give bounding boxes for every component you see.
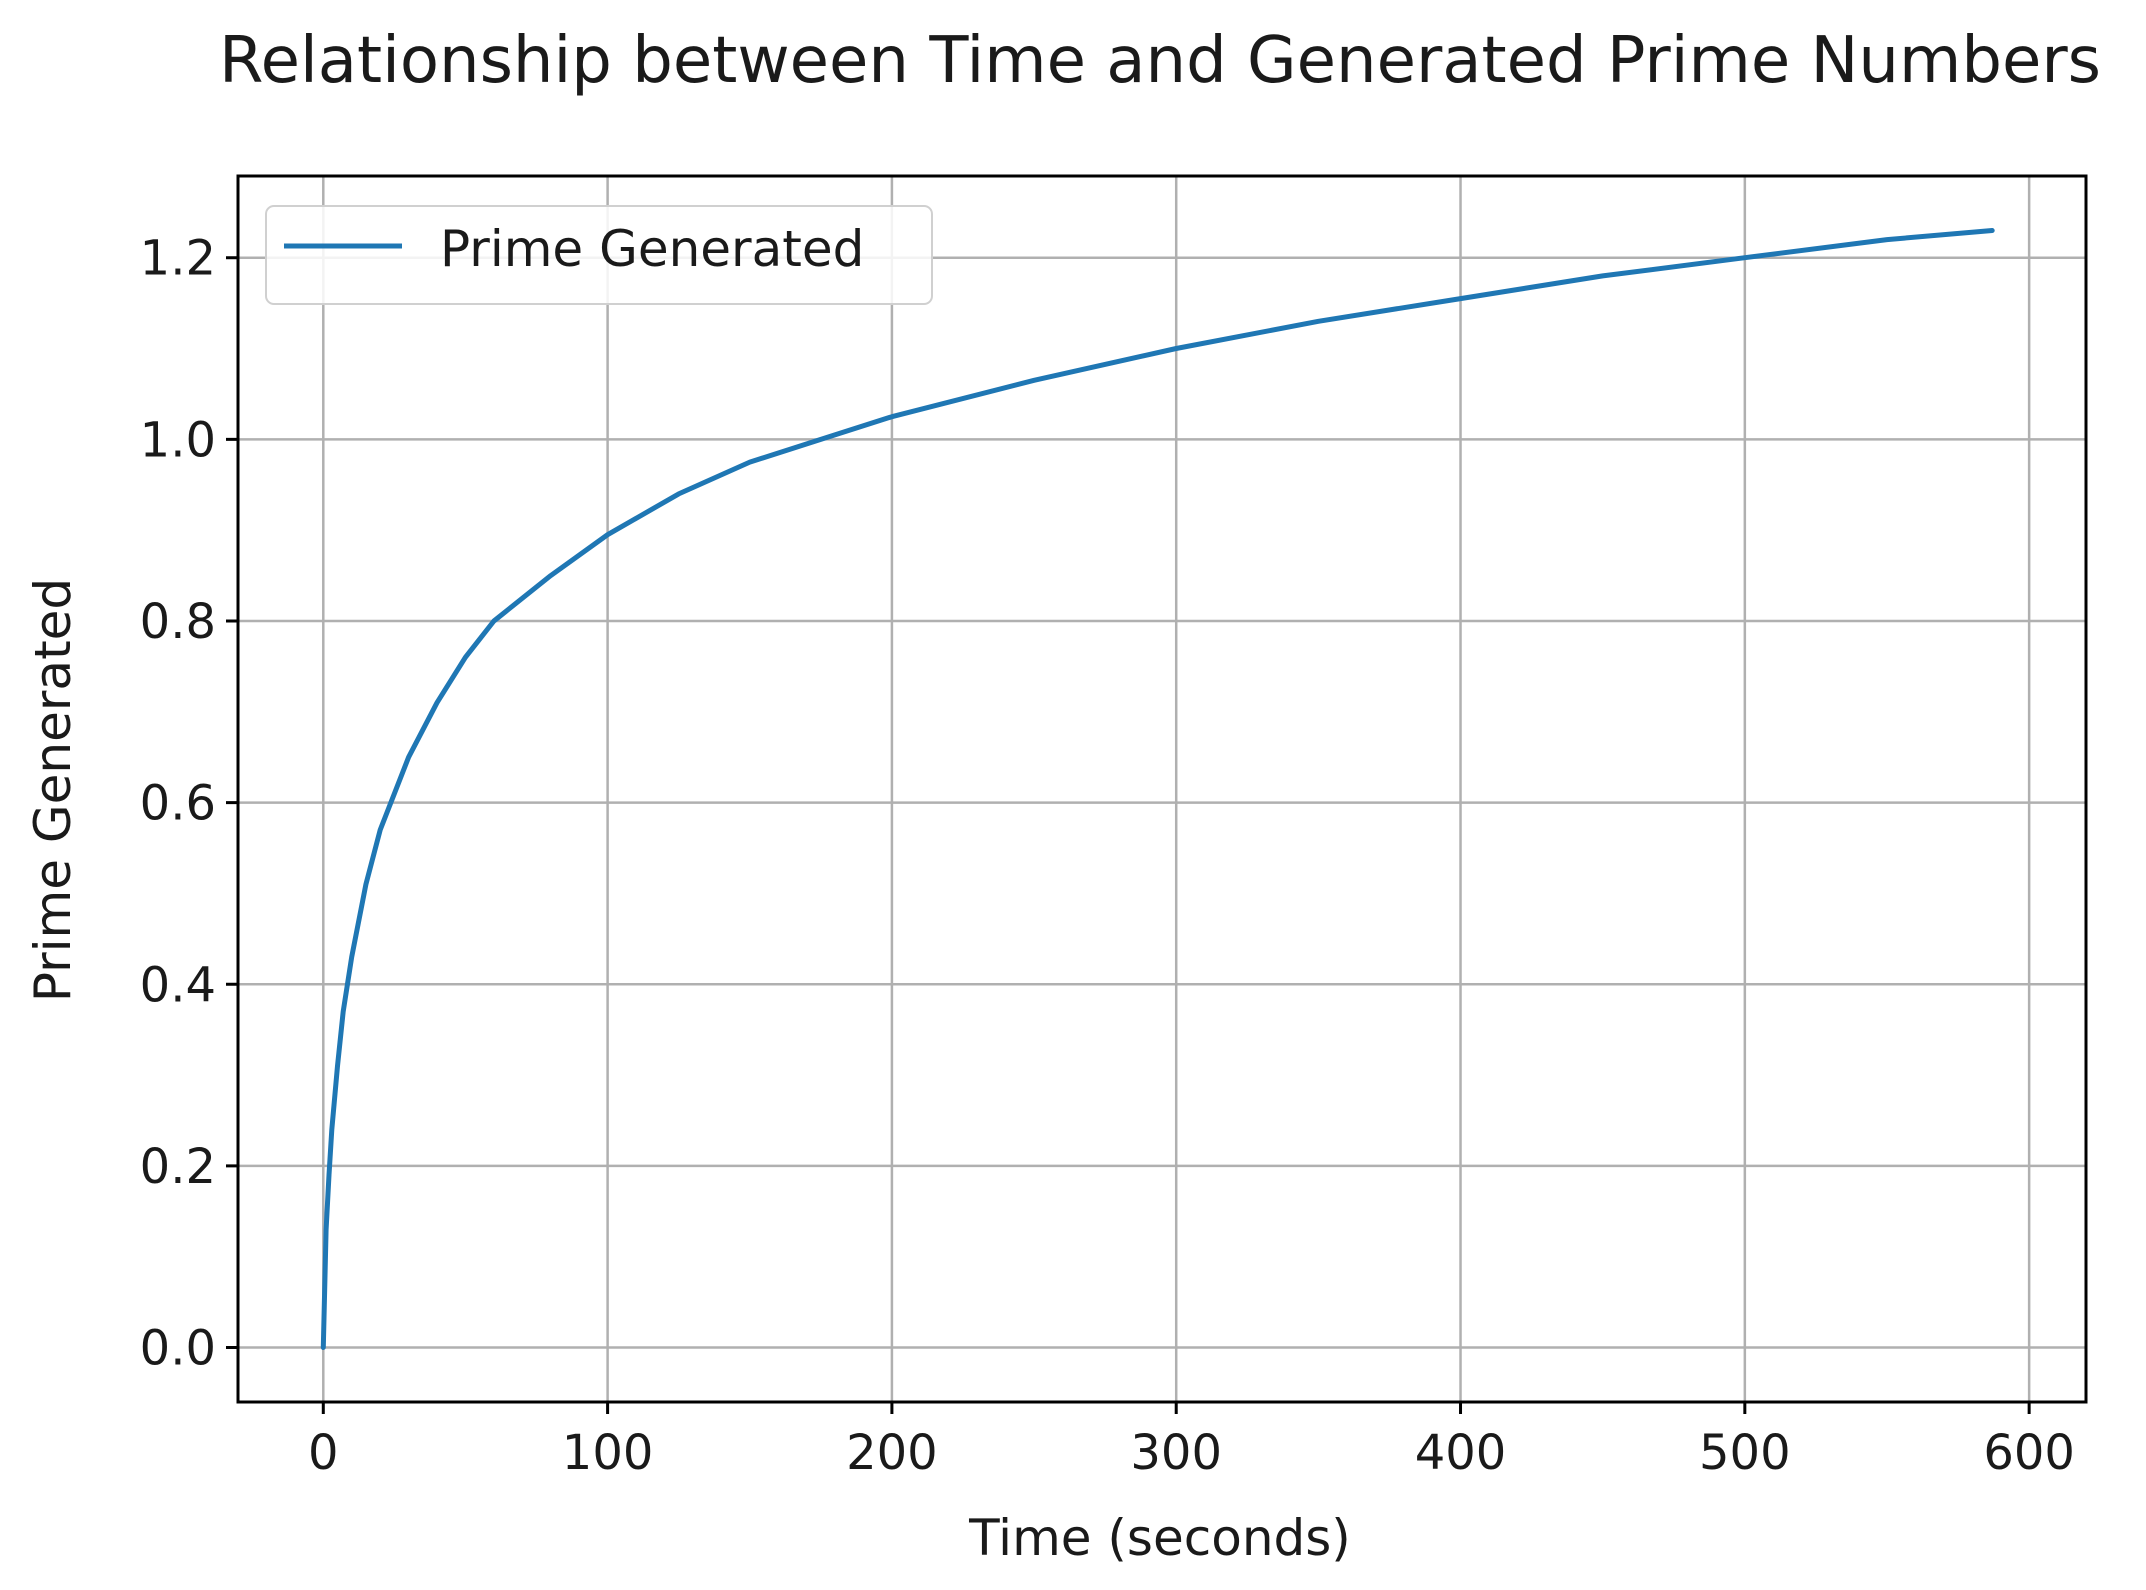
axes-frame (236, 174, 2088, 1404)
x-tick-label: 600 (1983, 1425, 2075, 1481)
grid (238, 176, 2086, 1402)
y-tick-label: 1.0 (140, 412, 216, 468)
y-axis: 0.0 0.2 0.4 0.6 0.8 1.0 1.2 (140, 231, 238, 1377)
x-tick-label: 300 (1130, 1425, 1222, 1481)
x-tick-label: 0 (308, 1425, 339, 1481)
x-axis: 0 100 200 300 400 500 600 (308, 1402, 2075, 1481)
chart-title: Relationship between Time and Generated … (219, 24, 2101, 98)
y-tick-label: 1.2 (140, 231, 216, 287)
y-axis-label: Prime Generated (24, 578, 82, 1002)
y-tick-label: 0.0 (140, 1321, 216, 1377)
y-tick-label: 0.2 (140, 1139, 216, 1195)
x-tick-label: 500 (1699, 1425, 1791, 1481)
series-line (320, 228, 1995, 1350)
x-tick-label: 200 (846, 1425, 938, 1481)
x-axis-label: Time (seconds) (968, 1509, 1351, 1567)
legend-box (265, 205, 933, 305)
legend-label: Prime Generated (440, 220, 864, 278)
y-tick-label: 0.8 (140, 594, 216, 650)
plot-area (320, 228, 1995, 1350)
x-tick-label: 100 (562, 1425, 654, 1481)
x-tick-label: 400 (1415, 1425, 1507, 1481)
legend: Prime Generated (265, 205, 933, 305)
y-tick-label: 0.6 (140, 776, 216, 832)
y-tick-label: 0.4 (140, 957, 216, 1013)
